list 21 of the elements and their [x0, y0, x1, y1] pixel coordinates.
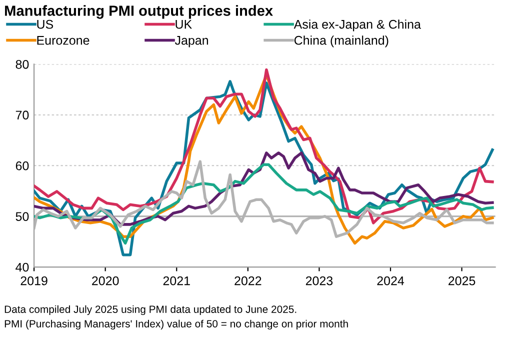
text: PMI (Purchasing Managers' Index) value of 50 = no change on prior month — [4, 320, 348, 330]
x-tick-label: 2024 — [377, 276, 404, 286]
y-tick-label: 70 — [16, 110, 29, 120]
y-tick-label: 40 — [16, 262, 29, 272]
legend-label: UK — [176, 20, 192, 29]
x-tick-label: 2022 — [234, 276, 262, 286]
y-tick-label: 80 — [16, 60, 29, 69]
legend-label: Japan — [174, 36, 208, 48]
legend-label: Asia ex-Japan & China — [294, 20, 421, 32]
legend-label: China (mainland) — [294, 36, 388, 48]
text: Data compiled July 2025 using PMI data updated to June 2025. — [4, 305, 296, 316]
chart-title: Manufacturing PMI output prices index — [5, 5, 273, 19]
x-tick-label: 2019 — [20, 276, 48, 286]
x-tick-label: 2023 — [306, 276, 333, 286]
legend-label: Eurozone — [37, 36, 90, 45]
x-tick-label: 2021 — [163, 276, 190, 286]
y-tick-label: 60 — [16, 161, 29, 170]
x-tick-label: 2025 — [448, 276, 476, 286]
x-tick-label: 2020 — [92, 276, 119, 286]
y-tick-label: 50 — [16, 212, 29, 221]
legend-label: US — [37, 20, 54, 29]
